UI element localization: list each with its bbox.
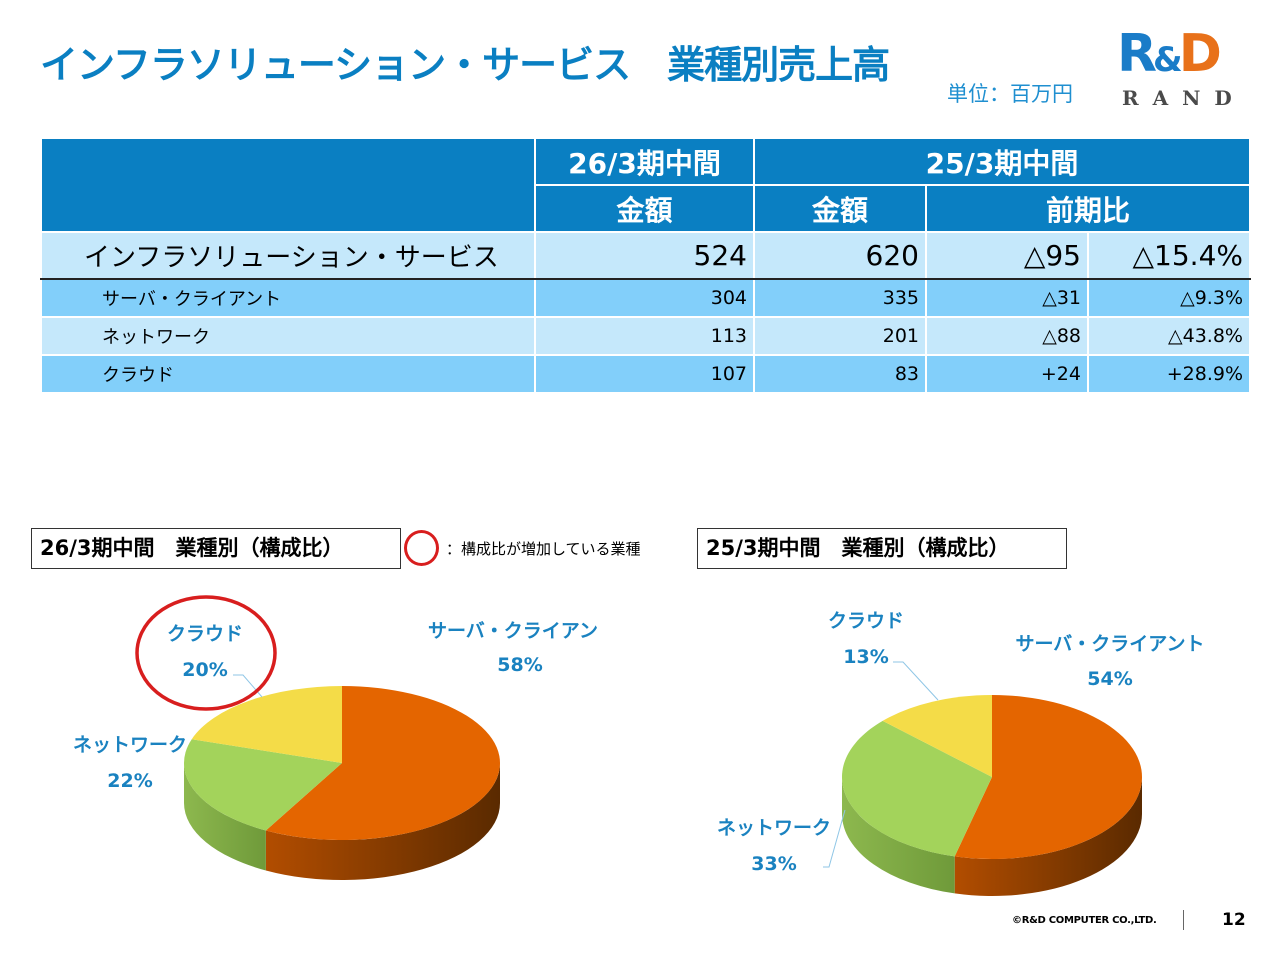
- header-period-previous: 25/3期中間: [753, 137, 1251, 186]
- table-header-row-1: 26/3期中間 25/3期中間: [40, 137, 1251, 233]
- page-title: インフラソリューション・サービス 業種別売上高: [40, 43, 890, 87]
- pie-label-value: 22%: [107, 770, 152, 792]
- pie-label-name: クラウド: [828, 610, 904, 632]
- pie-chart-previous: [842, 695, 1143, 896]
- cell-pct: △43.8%: [1087, 316, 1251, 356]
- pie-slice-network: [183, 739, 342, 831]
- pie-slice-network: [842, 720, 992, 857]
- logo-d: D: [1178, 24, 1222, 84]
- pie-label-name: ネットワーク: [73, 734, 187, 756]
- cell-previous: 335: [753, 278, 927, 318]
- pie-label-value: 20%: [182, 659, 227, 681]
- logo-wordmark: RAND: [1122, 86, 1246, 110]
- company-logo: R&D RAND: [1117, 28, 1242, 112]
- pie-slice-side: [184, 763, 266, 871]
- logo-mark: R&D: [1117, 28, 1222, 86]
- pie-label-name: サーバ・クライアン: [428, 620, 598, 642]
- header-amount-previous: 金額: [753, 184, 927, 233]
- pie-slice-server-client: [954, 695, 1143, 859]
- row-label: ネットワーク: [40, 316, 536, 356]
- table-header-row-2: 金額 金額 前期比: [41, 184, 1251, 233]
- cell-current: 113: [534, 316, 755, 356]
- highlight-circle-icon: [135, 595, 277, 711]
- pie-label-value: 33%: [751, 853, 796, 875]
- cell-pct: +28.9%: [1087, 354, 1251, 394]
- unit-label: 単位：百万円: [947, 82, 1073, 106]
- row-label: サーバ・クライアント: [40, 278, 536, 318]
- cell-pct: △15.4%: [1087, 231, 1251, 280]
- sales-table: 26/3期中間 25/3期中間 金額 金額 前期比 インフラソリューション・サー…: [40, 137, 1251, 394]
- table-row-total: インフラソリューション・サービス 524 620 △95 △15.4%: [40, 231, 1251, 280]
- cell-current: 524: [534, 231, 755, 280]
- pie-slice-side: [954, 777, 1142, 896]
- cell-current: 107: [534, 354, 755, 394]
- pie-leader-line: [893, 661, 939, 701]
- chart-title-current: 26/3期中間 業種別（構成比）: [31, 528, 401, 569]
- cell-diff: △31: [925, 278, 1089, 318]
- cell-previous: 83: [753, 354, 927, 394]
- pie-label-name: ネットワーク: [717, 817, 831, 839]
- cell-diff: △95: [925, 231, 1089, 280]
- highlight-legend-text: ：構成比が増加している業種: [446, 540, 641, 558]
- pie-leader-line: [233, 674, 263, 698]
- copyright: ©R&D COMPUTER CO.,LTD.: [1012, 915, 1157, 926]
- cell-diff: +24: [925, 354, 1089, 394]
- pie-label-value: 58%: [497, 654, 542, 676]
- row-label: クラウド: [40, 354, 536, 394]
- pie-chart-current: [183, 686, 501, 880]
- pie-slice-side: [842, 777, 955, 894]
- table-row: サーバ・クライアント 304 335 △31 △9.3%: [40, 278, 1251, 318]
- cell-pct: △9.3%: [1087, 278, 1251, 318]
- pie-slice-cloud: [882, 695, 992, 777]
- header-blank-cell: [40, 137, 536, 233]
- highlight-legend-circle-icon: [404, 530, 439, 566]
- pie-label-name: サーバ・クライアント: [1015, 633, 1204, 655]
- table-row: クラウド 107 83 +24 +28.9%: [40, 354, 1251, 394]
- pie-slice-server-client: [265, 686, 501, 840]
- pie-label-value: 13%: [843, 646, 888, 668]
- logo-amp: &: [1153, 40, 1183, 80]
- logo-r: R: [1117, 24, 1157, 84]
- cell-previous: 620: [753, 231, 927, 280]
- page-number: 12: [1222, 910, 1246, 930]
- chart-title-previous: 25/3期中間 業種別（構成比）: [697, 528, 1067, 569]
- pie-slice-cloud: [191, 686, 342, 763]
- header-period-current: 26/3期中間: [534, 137, 755, 186]
- cell-current: 304: [534, 278, 755, 318]
- footer-divider: [1183, 910, 1184, 930]
- pie-leader-line: [823, 809, 846, 868]
- row-label: インフラソリューション・サービス: [40, 231, 536, 280]
- header-yoy: 前期比: [925, 184, 1251, 233]
- table-row: ネットワーク 113 201 △88 △43.8%: [40, 316, 1251, 356]
- pie-label-name: クラウド: [167, 623, 243, 645]
- pie-slice-side: [265, 763, 500, 880]
- pie-label-value: 54%: [1087, 668, 1132, 690]
- header-amount-current: 金額: [534, 184, 755, 233]
- cell-previous: 201: [753, 316, 927, 356]
- cell-diff: △88: [925, 316, 1089, 356]
